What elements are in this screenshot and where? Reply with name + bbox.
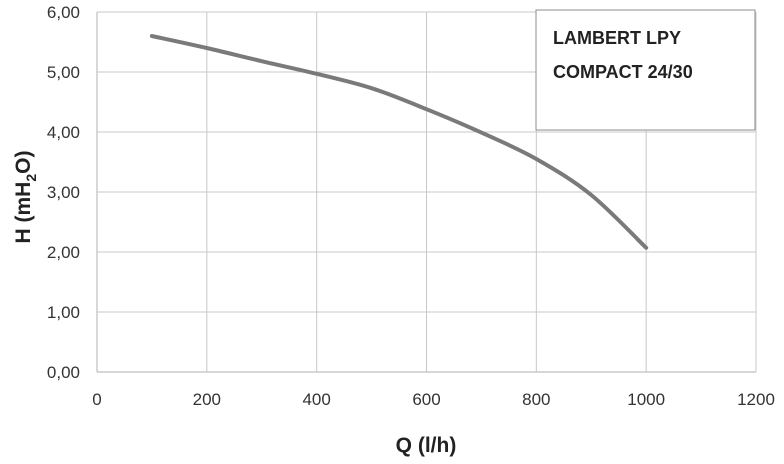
x-tick-label: 200 xyxy=(193,390,221,409)
x-tick-labels: 0 200 400 600 800 1000 1200 xyxy=(92,390,775,409)
legend-box: LAMBERT LPY COMPACT 24/30 xyxy=(535,9,756,131)
y-tick-labels: 0,00 1,00 2,00 3,00 4,00 5,00 6,00 xyxy=(47,3,80,382)
legend-title-line-2: COMPACT 24/30 xyxy=(553,62,693,82)
y-axis-title-subscript: 2 xyxy=(23,174,39,182)
y-tick-label: 1,00 xyxy=(47,303,80,322)
y-tick-label: 0,00 xyxy=(47,363,80,382)
x-tick-label: 600 xyxy=(412,390,440,409)
x-tick-label: 0 xyxy=(92,390,101,409)
legend-title-line-1: LAMBERT LPY xyxy=(553,28,681,48)
x-tick-label: 1000 xyxy=(627,390,665,409)
x-tick-label: 400 xyxy=(302,390,330,409)
x-axis-title: Q (l/h) xyxy=(396,434,457,457)
legend-frame xyxy=(535,9,756,131)
y-axis-title-suffix: O) xyxy=(12,151,35,174)
y-tick-label: 6,00 xyxy=(47,3,80,22)
x-tick-label: 1200 xyxy=(737,390,775,409)
y-axis-title: H (mH2O) xyxy=(12,151,39,244)
series-layer xyxy=(149,34,649,250)
grid-lines xyxy=(97,11,757,372)
axes xyxy=(96,12,756,373)
x-tick-label: 800 xyxy=(522,390,550,409)
y-axis-title-prefix: H (mH xyxy=(12,182,35,244)
pump-curve-line xyxy=(149,34,649,250)
y-tick-label: 2,00 xyxy=(47,243,80,262)
y-tick-label: 4,00 xyxy=(47,123,80,142)
y-tick-label: 5,00 xyxy=(47,63,80,82)
y-tick-label: 3,00 xyxy=(47,183,80,202)
